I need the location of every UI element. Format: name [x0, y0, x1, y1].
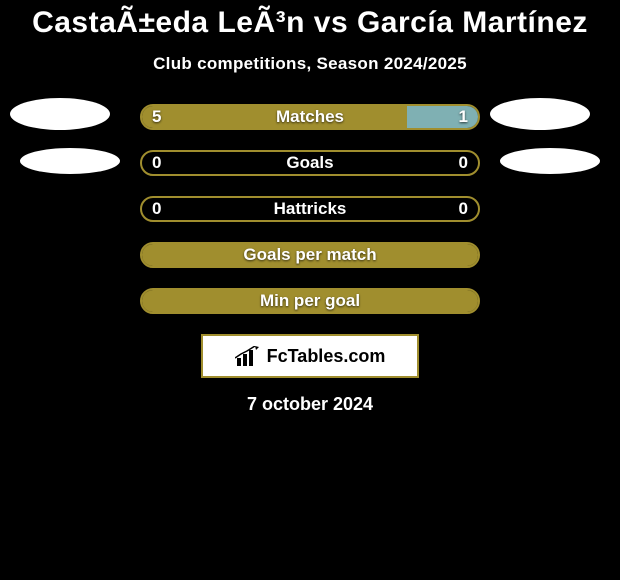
stat-row: 0 0Hattricks — [0, 196, 620, 222]
stat-value-left: 0 — [152, 152, 161, 176]
bar-fill-left — [142, 244, 478, 266]
logo-text: FcTables.com — [267, 346, 386, 367]
bar-fill-left — [142, 106, 407, 128]
stat-row: Goals per match — [0, 242, 620, 268]
player-right-ellipse — [500, 148, 600, 174]
stat-value-right: 1 — [459, 106, 468, 130]
stat-value-right: 0 — [459, 198, 468, 222]
stat-row: Min per goal — [0, 288, 620, 314]
stat-label: Goals — [142, 152, 478, 176]
bar-chart-icon — [235, 346, 261, 366]
stat-label: Hattricks — [142, 198, 478, 222]
player-right-ellipse — [490, 98, 590, 130]
player-left-ellipse — [20, 148, 120, 174]
stat-value-left: 5 — [152, 106, 161, 130]
stat-value-right: 0 — [459, 152, 468, 176]
player-left-ellipse — [10, 98, 110, 130]
stat-bar: Goals per match — [140, 242, 480, 268]
stat-bar: 0 0Goals — [140, 150, 480, 176]
stat-bar: Min per goal — [140, 288, 480, 314]
stat-value-left: 0 — [152, 198, 161, 222]
stat-row: 51Matches — [0, 104, 620, 130]
comparison-chart: 51Matches00Goals00HattricksGoals per mat… — [0, 104, 620, 314]
stat-bar: 0 0Hattricks — [140, 196, 480, 222]
date-line: 7 october 2024 — [0, 394, 620, 415]
logo-box: FcTables.com — [201, 334, 419, 378]
page-subtitle: Club competitions, Season 2024/2025 — [0, 54, 620, 74]
bar-fill-left — [142, 290, 478, 312]
page-title: CastaÃ±eda LeÃ³n vs García Martínez — [0, 0, 620, 40]
stat-bar: 51Matches — [140, 104, 480, 130]
stat-row: 0 0Goals — [0, 150, 620, 176]
